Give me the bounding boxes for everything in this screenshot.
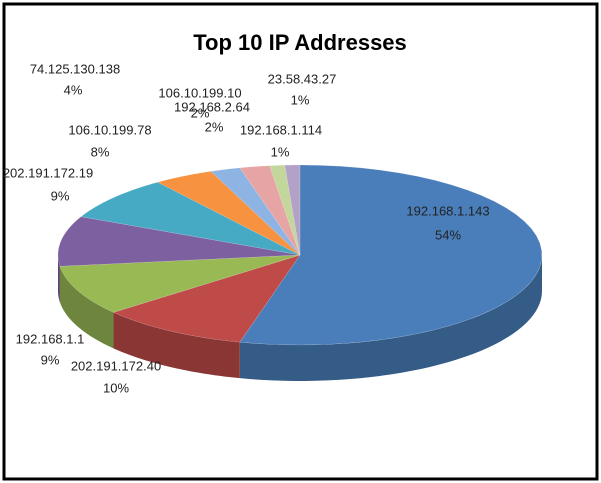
data-label-value: 8%	[91, 144, 110, 159]
data-label-value: 9%	[41, 352, 60, 367]
data-label-name: 192.168.1.114	[240, 122, 322, 137]
slice	[80, 181, 301, 256]
data-label-value: 4%	[64, 82, 83, 97]
data-label-value: 1%	[291, 92, 310, 107]
slice	[157, 171, 301, 256]
slice-side	[239, 255, 542, 381]
chart-title: Top 10 IP Addresses	[193, 30, 407, 55]
slice	[112, 254, 301, 343]
data-label-value: 10%	[103, 380, 129, 395]
data-label-value: 1%	[271, 144, 290, 159]
data-label-name: 202.191.172.40	[71, 358, 161, 373]
data-label-value: 9%	[51, 188, 70, 203]
slice	[239, 164, 543, 346]
slice-side	[59, 266, 114, 349]
slice	[284, 164, 301, 256]
slice	[269, 164, 301, 256]
data-label-name: 106.10.199.78	[68, 122, 151, 137]
data-label-name: 202.191.172.19	[3, 165, 93, 180]
slice	[59, 254, 301, 313]
slice-side	[58, 255, 60, 303]
data-label-name: 192.168.2.64	[174, 99, 250, 114]
slice	[239, 165, 301, 256]
data-label-name: 192.168.1.1	[16, 331, 85, 346]
data-label-name: 192.168.1.143	[406, 203, 489, 218]
slice-side	[113, 312, 240, 379]
data-label-name: 74.125.130.138	[30, 61, 120, 76]
slice	[57, 216, 301, 267]
data-label-value: 2%	[191, 105, 210, 120]
data-label-name: 23.58.43.27	[268, 71, 337, 86]
data-label-value: 54%	[435, 227, 461, 242]
data-label-name: 106.10.199.10	[158, 85, 241, 100]
slice	[210, 167, 301, 256]
data-label-value: 2%	[205, 119, 224, 134]
